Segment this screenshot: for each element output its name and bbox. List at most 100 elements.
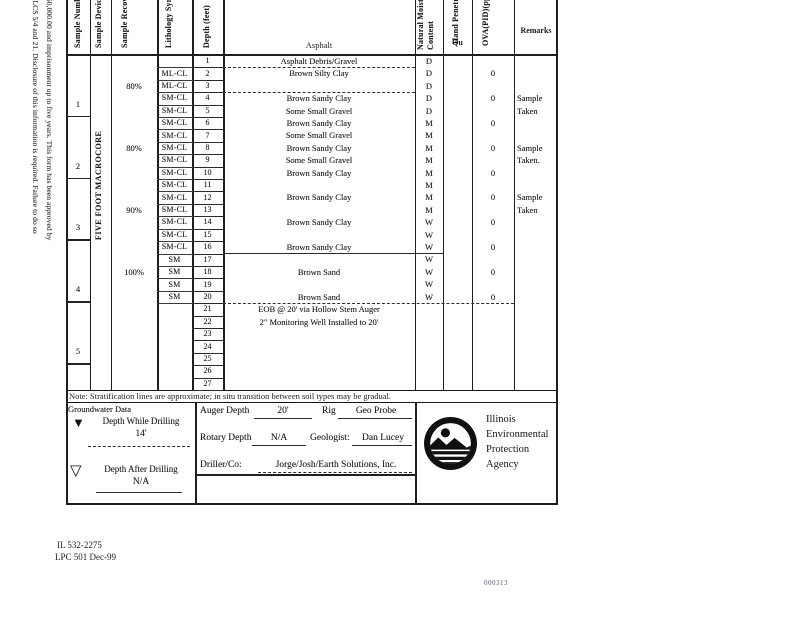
lithology-cell [157, 365, 192, 377]
soil-description-cell: Asphalt Debris/Gravel [280, 55, 358, 66]
depth-cell: 7 [192, 129, 223, 143]
lithology-cell: SM-CL [157, 167, 192, 181]
sample-recovery-cell: 80% [126, 142, 142, 153]
auger-depth-value: 20' [277, 406, 289, 416]
lithology-cell: ML-CL [157, 67, 192, 81]
water-level-after-drilling-icon: ▽ [70, 463, 82, 479]
ova-reading-cell: 0 [490, 266, 496, 277]
soil-description-cell: EOB @ 20' via Hollow Stem Auger [258, 304, 380, 315]
soil-description-cell: Some Small Gravel [285, 105, 353, 116]
depth-cell: 9 [192, 154, 223, 168]
depth-cell: 24 [192, 340, 223, 354]
depth-while-drilling-underline [88, 446, 190, 447]
moisture-cell: M [425, 167, 433, 178]
soil-description-cell: Brown Sand [297, 266, 341, 277]
soil-description-cell: Brown Sandy Clay [286, 217, 352, 228]
remark-cell: Taken. [517, 155, 540, 166]
ova-reading-cell: 0 [490, 117, 496, 128]
left-margin-disclaimer-line1: The Agency is authorized to require this… [31, 0, 40, 234]
geologist-value: Dan Lucey [362, 433, 404, 443]
depth-cell: 8 [192, 142, 223, 156]
soil-description-cell: 2" Monitoring Well Installed to 20' [259, 316, 379, 327]
lithology-cell: SM [157, 278, 192, 292]
depth-cell: 20 [192, 291, 223, 305]
depth-cell: 16 [192, 241, 223, 255]
moisture-cell: M [425, 130, 433, 141]
stratification-line [223, 92, 415, 94]
sample-recovery-cell: 80% [126, 80, 142, 91]
auger-depth-underline [254, 418, 312, 419]
moisture-cell: M [425, 204, 433, 215]
auger-depth-label: Auger Depth [200, 406, 250, 416]
moisture-cell: W [424, 217, 434, 228]
driller-value: Jorge/Josh/Earth Solutions, Inc. [275, 460, 397, 470]
depth-cell: 17 [192, 254, 223, 267]
driller-label: Driller/Co: [200, 460, 242, 470]
sample-number-cell: 5 [66, 303, 90, 366]
moisture-cell: W [424, 279, 434, 290]
hand-penetrometer-qu-label: Qu [452, 38, 463, 47]
rotary-depth-value: N/A [270, 433, 288, 443]
depth-cell: 26 [192, 365, 223, 379]
soil-description-cell: Brown Sandy Clay [286, 192, 352, 203]
depth-cell: 11 [192, 179, 223, 193]
depth-cell: 14 [192, 216, 223, 230]
agency-name-line3: Protection [486, 444, 530, 455]
sample-number-cell: 3 [66, 179, 90, 242]
sample-recovery-cell: 100% [124, 266, 144, 277]
lithology-cell [157, 303, 192, 315]
lithology-cell [157, 328, 192, 340]
lithology-cell: ML-CL [157, 80, 192, 94]
lithology-cell: SM-CL [157, 105, 192, 119]
lithology-cell: SM-CL [157, 204, 192, 218]
stratification-line [223, 67, 415, 69]
moisture-cell: D [425, 105, 433, 116]
table-border-bottom [66, 503, 558, 505]
moisture-cell: M [425, 142, 433, 153]
form-code: LPC 501 Dec-99 [55, 552, 116, 562]
soil-description-cell: Brown Sand [297, 291, 341, 302]
agency-name-line1: Illinois [486, 414, 516, 425]
lithology-cell: SM-CL [157, 191, 192, 205]
depth-while-drilling-label: Depth While Drilling [102, 416, 180, 426]
drilling-box-divider [195, 474, 415, 476]
boring-log-table: Sample Number Sample Device Sample Recov… [66, 0, 558, 505]
lithology-cell [157, 316, 192, 328]
depth-after-drilling-underline [96, 492, 182, 493]
moisture-header-line2: Content [426, 21, 435, 50]
remark-cell: Sample [517, 93, 543, 104]
geologist-underline [352, 445, 412, 446]
rig-value: Geo Probe [355, 406, 397, 416]
moisture-cell: M [425, 117, 433, 128]
sample-recovery-cell: 90% [126, 204, 142, 215]
agency-name-line2: Environmental [486, 429, 549, 440]
soil-description-cell: Brown Sandy Clay [286, 242, 352, 253]
depth-cell: 4 [192, 92, 223, 106]
agency-name-line4: Agency [486, 459, 519, 470]
remark-cell: Taken [517, 204, 538, 215]
depth-after-drilling-value: N/A [132, 477, 150, 487]
remarks-header: Remarks [520, 26, 552, 35]
depth-cell: 1 [192, 55, 223, 69]
ova-reading-cell: 0 [490, 192, 496, 203]
lithology-cell: SM-CL [157, 129, 192, 143]
soil-description-cell: Brown Silty Clay [289, 68, 349, 79]
depth-cell: 25 [192, 353, 223, 367]
ova-reading-cell: 0 [490, 142, 496, 153]
lithology-header: Lithology Symbol [164, 0, 173, 48]
soil-description-cell: Brown Sandy Clay [286, 142, 352, 153]
lithology-cell: SM-CL [157, 216, 192, 230]
remark-cell: Sample [517, 142, 543, 153]
driller-underline [258, 472, 412, 473]
depth-cell: 12 [192, 191, 223, 205]
column-divider [472, 0, 473, 390]
lithology-cell: SM [157, 291, 192, 305]
ova-reading-cell: 0 [490, 93, 496, 104]
lithology-cell: SM [157, 266, 192, 280]
geologist-label: Geologist: [310, 433, 350, 443]
depth-cell: 13 [192, 204, 223, 218]
lithology-cell: SM-CL [157, 241, 192, 255]
ova-reading-cell: 0 [490, 242, 496, 253]
soil-description-cell: Some Small Gravel [285, 155, 353, 166]
